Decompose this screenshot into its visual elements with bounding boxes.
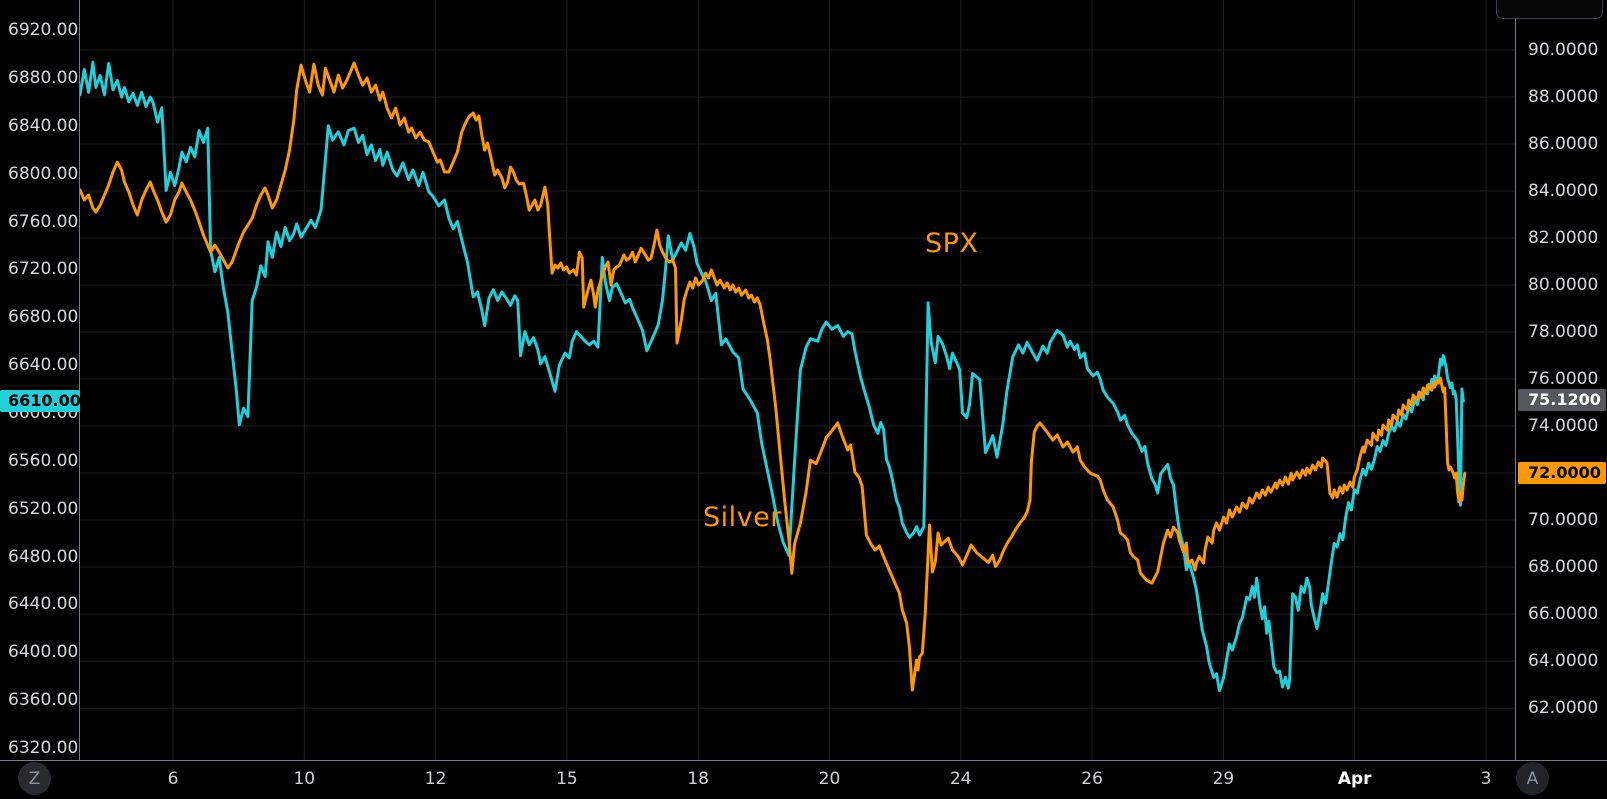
left-axis-tick-label: 6400.00: [8, 642, 79, 663]
left-price-axis[interactable]: 6320.00 6360.00 6400.00 6440.00 6480.00 6520.…: [0, 0, 81, 760]
right-axis-tick-label: 66.0000: [1528, 604, 1599, 625]
right-axis-tick-label: 70.0000: [1528, 510, 1599, 531]
timezone-button[interactable]: Z: [18, 762, 51, 795]
time-axis-tick-label: 24: [949, 769, 972, 789]
left-axis-tick-label: 6560.00: [8, 450, 79, 471]
chevron-down-icon: ⌄: [1582, 0, 1593, 4]
right-axis-tick-label: 62.0000: [1528, 698, 1599, 719]
price-chart[interactable]: [80, 0, 1515, 760]
spx-series-line: [80, 60, 1465, 693]
right-axis-tick-label: 74.0000: [1528, 416, 1599, 437]
left-axis-tick-label: 6480.00: [8, 546, 79, 567]
right-axis-tick-label: 86.0000: [1528, 134, 1599, 155]
time-axis-tick-label: 15: [556, 769, 578, 789]
auto-scale-button[interactable]: A: [1516, 762, 1549, 795]
left-axis-tick-label: 6800.00: [8, 163, 79, 184]
left-axis-tick-label: 6680.00: [8, 307, 79, 328]
spx-label-annotation[interactable]: SPX: [925, 228, 979, 259]
right-axis-tick-label: 76.0000: [1528, 369, 1599, 390]
time-axis-tick-label: 12: [424, 769, 447, 789]
time-axis[interactable]: 6 10 12 15 18 20 24 26 29 Apr 3: [0, 760, 1607, 799]
time-axis-tick-label: 10: [293, 769, 316, 789]
spx-last-price-badge: 6610.00: [0, 390, 81, 412]
right-axis-tick-label: 78.0000: [1528, 322, 1599, 343]
left-axis-tick-label: 6720.00: [8, 259, 79, 280]
time-axis-tick-label: 20: [818, 769, 841, 789]
left-axis-tick-label: 6360.00: [8, 690, 79, 711]
right-price-axis[interactable]: 62.0000 64.0000 66.0000 68.0000 70.0000 72.00…: [1515, 0, 1607, 760]
left-axis-tick-label: 6840.00: [8, 115, 79, 136]
silver-series-line: [80, 61, 1467, 692]
silver-last-price-badge: 72.0000: [1518, 462, 1606, 485]
left-axis-tick-label: 6320.00: [8, 738, 79, 759]
right-axis-tick-label: 90.0000: [1528, 40, 1599, 61]
right-axis-tick-label: 64.0000: [1528, 651, 1599, 672]
right-axis-tick-label: 82.0000: [1528, 228, 1599, 249]
left-axis-tick-label: 6880.00: [8, 67, 79, 88]
left-axis-tick-label: 6640.00: [8, 355, 79, 376]
time-axis-tick-label: 3: [1480, 769, 1492, 789]
time-axis-tick-label: 18: [687, 769, 710, 789]
right-axis-tick-label: 84.0000: [1528, 181, 1599, 202]
right-axis-tick-label: 88.0000: [1528, 87, 1599, 108]
left-axis-tick-label: 6440.00: [8, 594, 79, 615]
interval-dropdown-cutoff[interactable]: 02 t ⌄: [1496, 0, 1603, 19]
chart-plot-area[interactable]: [80, 0, 1515, 760]
right-axis-tick-label: 68.0000: [1528, 557, 1599, 578]
left-axis-tick-label: 6920.00: [8, 20, 79, 41]
time-axis-tick-label: 29: [1212, 769, 1235, 789]
spx-right-scale-price-badge: 75.1200: [1518, 388, 1606, 411]
time-axis-tick-label: Apr: [1337, 769, 1372, 789]
right-axis-tick-label: 80.0000: [1528, 275, 1599, 296]
time-axis-tick-label: 6: [167, 769, 179, 789]
silver-label-annotation[interactable]: Silver: [703, 502, 782, 533]
time-axis-tick-label: 26: [1081, 769, 1103, 789]
left-axis-tick-label: 6520.00: [8, 498, 79, 519]
left-axis-tick-label: 6760.00: [8, 211, 79, 232]
